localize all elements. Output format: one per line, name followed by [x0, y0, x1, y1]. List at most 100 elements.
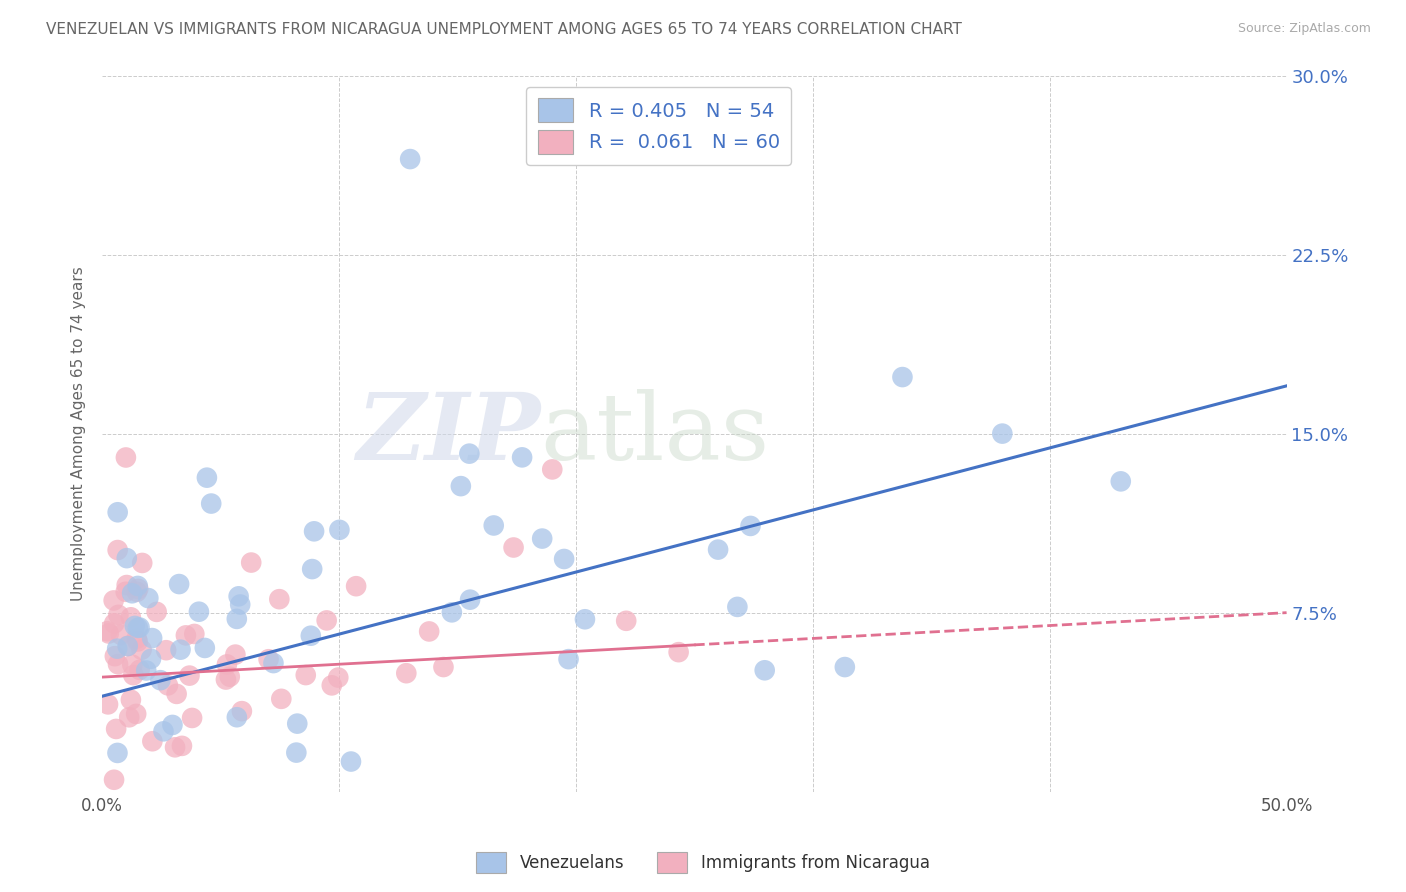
Point	[315, 614, 337, 628]
Text: atlas: atlas	[540, 389, 769, 479]
Point	[187, 605, 209, 619]
Point	[614, 614, 637, 628]
Point	[141, 734, 163, 748]
Point	[121, 586, 143, 600]
Point	[344, 579, 367, 593]
Legend: R = 0.405   N = 54, R =  0.061   N = 60: R = 0.405 N = 54, R = 0.061 N = 60	[526, 87, 792, 165]
Point	[195, 470, 218, 484]
Point	[707, 542, 730, 557]
Point	[131, 556, 153, 570]
Text: Source: ZipAtlas.com: Source: ZipAtlas.com	[1237, 22, 1371, 36]
Point	[125, 584, 148, 599]
Point	[163, 740, 186, 755]
Point	[183, 627, 205, 641]
Point	[145, 605, 167, 619]
Point	[135, 664, 157, 678]
Point	[124, 619, 146, 633]
Point	[328, 671, 350, 685]
Point	[510, 450, 533, 465]
Point	[103, 593, 125, 607]
Point	[395, 666, 418, 681]
Point	[215, 657, 238, 672]
Point	[114, 584, 136, 599]
Point	[169, 642, 191, 657]
Point	[166, 687, 188, 701]
Point	[152, 724, 174, 739]
Point	[107, 746, 129, 760]
Point	[502, 541, 524, 555]
Point	[553, 552, 575, 566]
Point	[156, 678, 179, 692]
Point	[215, 673, 238, 687]
Point	[418, 624, 440, 639]
Point	[107, 505, 129, 519]
Y-axis label: Unemployment Among Ages 65 to 74 years: Unemployment Among Ages 65 to 74 years	[72, 266, 86, 601]
Point	[557, 652, 579, 666]
Point	[225, 612, 247, 626]
Point	[97, 698, 120, 712]
Point	[131, 642, 153, 657]
Point	[96, 624, 118, 639]
Point	[167, 577, 190, 591]
Point	[117, 639, 139, 653]
Point	[128, 663, 150, 677]
Point	[110, 628, 132, 642]
Point	[285, 716, 308, 731]
Point	[224, 648, 246, 662]
Point	[225, 710, 247, 724]
Point	[125, 632, 148, 646]
Point	[218, 670, 240, 684]
Point	[754, 663, 776, 677]
Point	[194, 640, 217, 655]
Point	[270, 691, 292, 706]
Point	[891, 370, 914, 384]
Point	[458, 592, 481, 607]
Point	[340, 755, 363, 769]
Point	[115, 578, 138, 592]
Point	[122, 668, 145, 682]
Point	[399, 152, 422, 166]
Point	[321, 678, 343, 692]
Point	[107, 657, 129, 672]
Point	[574, 612, 596, 626]
Point	[107, 607, 129, 622]
Point	[118, 710, 141, 724]
Point	[668, 645, 690, 659]
Point	[991, 426, 1014, 441]
Point	[127, 634, 149, 648]
Text: VENEZUELAN VS IMMIGRANTS FROM NICARAGUA UNEMPLOYMENT AMONG AGES 65 TO 74 YEARS C: VENEZUELAN VS IMMIGRANTS FROM NICARAGUA …	[46, 22, 962, 37]
Point	[285, 746, 308, 760]
Point	[294, 668, 316, 682]
Text: ZIP: ZIP	[356, 389, 540, 479]
Point	[120, 693, 142, 707]
Point	[104, 649, 127, 664]
Point	[240, 556, 263, 570]
Point	[174, 628, 197, 642]
Point	[440, 605, 463, 619]
Point	[181, 711, 204, 725]
Point	[155, 643, 177, 657]
Point	[103, 772, 125, 787]
Point	[115, 551, 138, 566]
Point	[141, 631, 163, 645]
Point	[458, 447, 481, 461]
Point	[432, 660, 454, 674]
Point	[136, 591, 159, 606]
Point	[228, 590, 250, 604]
Point	[450, 479, 472, 493]
Point	[482, 518, 505, 533]
Point	[105, 641, 128, 656]
Point	[200, 497, 222, 511]
Point	[115, 450, 138, 465]
Point	[162, 718, 184, 732]
Point	[531, 532, 554, 546]
Point	[121, 657, 143, 672]
Point	[127, 621, 149, 635]
Point	[128, 620, 150, 634]
Point	[541, 462, 564, 476]
Point	[127, 582, 149, 596]
Point	[117, 639, 139, 653]
Point	[120, 610, 142, 624]
Point	[97, 626, 120, 640]
Point	[725, 599, 748, 614]
